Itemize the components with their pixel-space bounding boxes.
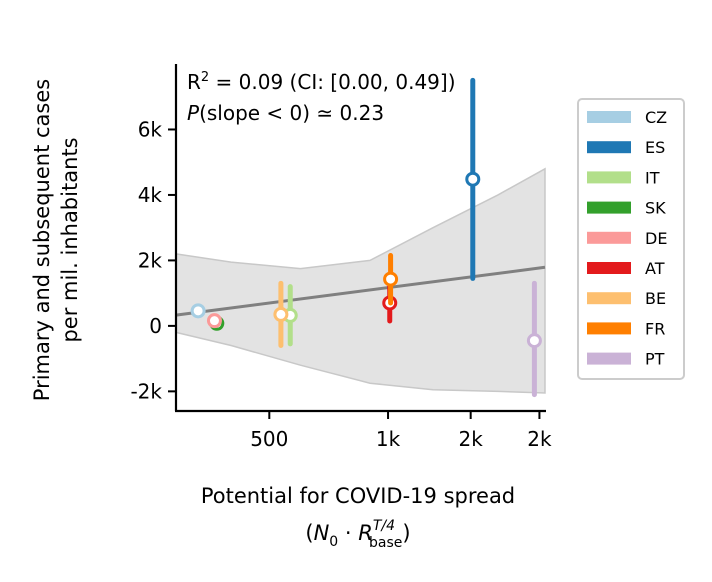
regression-line-layer [175, 265, 546, 317]
legend: CZ ES IT SK DE AT BE FR PT [587, 108, 667, 369]
confidence-band [175, 167, 546, 394]
annotation-r2: R2 = 0.09 (CI: [0.00, 0.49]) [187, 70, 456, 94]
y-axis-title-line2: per mil. inhabitants [58, 137, 82, 342]
y-tick-label: 6k [138, 117, 163, 141]
series-fr [383, 253, 399, 306]
series-pt [526, 280, 542, 398]
x-axis-title-line1: Potential for COVID-19 spread [201, 484, 515, 508]
legend-swatch-be [587, 292, 631, 305]
legend-swatch-at [587, 262, 631, 274]
series-cz [190, 303, 206, 319]
legend-swatch-de [587, 231, 631, 244]
y-ticks: 6k 4k 2k 0 -2k [130, 117, 176, 403]
legend-label-it: IT [645, 168, 660, 187]
y-tick-label: -2k [130, 379, 162, 403]
annotation-slope-probability: P(slope < 0) ≃ 0.23 [187, 101, 384, 125]
legend-label-fr: FR [645, 319, 665, 338]
legend-swatch-pt [587, 352, 631, 365]
series-es [465, 77, 481, 281]
y-tick-label: 0 [149, 314, 162, 338]
x-axis-title-line2: (N0 · RT/4 base) [305, 518, 410, 551]
legend-label-sk: SK [645, 199, 666, 218]
legend-swatch-it [587, 171, 631, 184]
legend-swatch-es [587, 141, 631, 154]
legend-label-pt: PT [645, 350, 665, 369]
x-tick-label: 2k [459, 427, 484, 451]
point-es [465, 171, 481, 187]
point-pt [526, 333, 542, 349]
legend-label-cz: CZ [645, 108, 667, 127]
legend-swatch-cz [587, 111, 631, 123]
point-cz [190, 303, 206, 319]
legend-label-be: BE [645, 289, 666, 308]
series-de [206, 313, 222, 329]
y-tick-label: 2k [138, 248, 163, 272]
confidence-band-layer [175, 167, 546, 394]
point-de [206, 313, 222, 329]
series-be [273, 280, 289, 349]
legend-label-es: ES [645, 138, 665, 157]
x-tick-label: 1k [376, 427, 401, 451]
point-fr [383, 271, 399, 287]
legend-label-at: AT [645, 259, 665, 278]
x-ticks: 500 1k 2k 2k [250, 411, 552, 451]
legend-label-de: DE [645, 229, 667, 248]
legend-swatch-sk [587, 201, 631, 214]
data-marks-layer [190, 77, 542, 398]
point-be [273, 306, 289, 322]
x-tick-label: 500 [250, 427, 288, 451]
x-tick-label: 2k [527, 427, 552, 451]
y-tick-label: 4k [138, 183, 163, 207]
legend-swatch-fr [587, 322, 631, 335]
y-axis-title-line1: Primary and subsequent cases [30, 79, 54, 401]
regression-line [175, 265, 546, 317]
